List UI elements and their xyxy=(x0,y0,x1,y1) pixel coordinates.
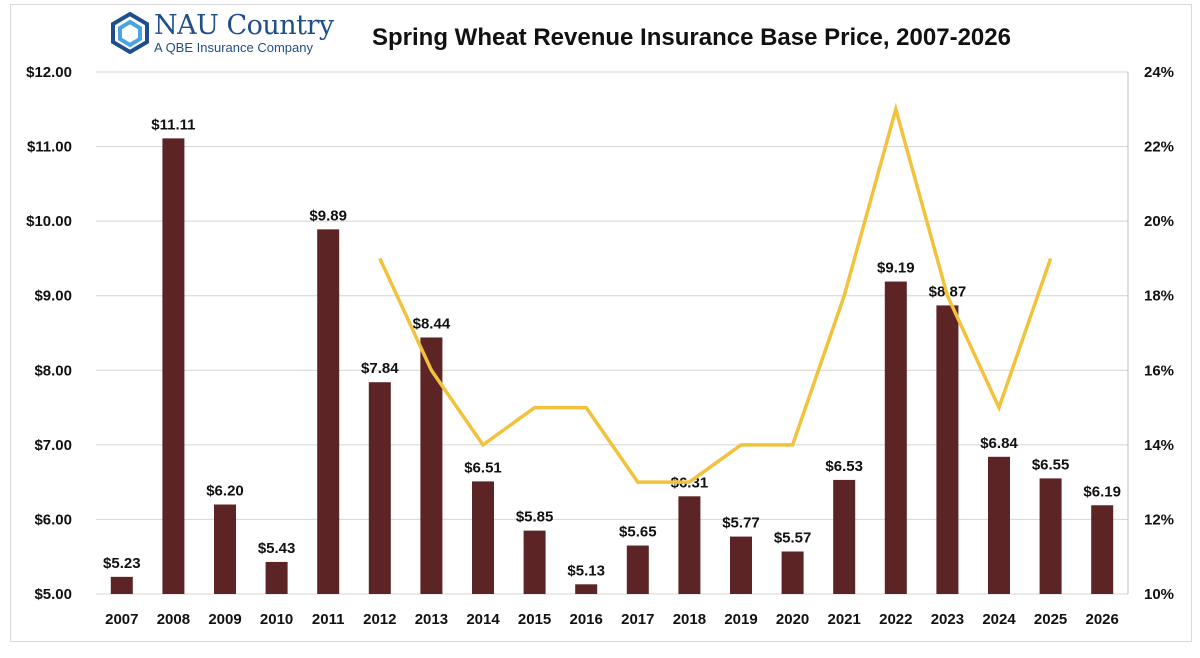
x-tick-label: 2013 xyxy=(415,611,448,628)
x-tick-label: 2019 xyxy=(724,611,757,628)
x-tick-label: 2016 xyxy=(570,611,603,628)
x-tick-label: 2023 xyxy=(931,611,964,628)
y-left-tick-label: $10.00 xyxy=(26,213,72,230)
bar xyxy=(265,561,288,594)
data-label: $6.84 xyxy=(980,435,1018,452)
bar xyxy=(420,337,443,594)
logo-subtitle: A QBE Insurance Company xyxy=(154,40,313,55)
bar xyxy=(575,584,598,594)
bar xyxy=(678,496,701,594)
x-tick-label: 2020 xyxy=(776,611,809,628)
y-right-tick-label: 22% xyxy=(1144,139,1174,156)
logo-name: NAU Country xyxy=(154,10,334,41)
bar xyxy=(110,576,133,594)
y-right-tick-label: 20% xyxy=(1144,213,1174,230)
bar xyxy=(626,545,649,594)
bar xyxy=(833,479,856,594)
volatility-line xyxy=(378,102,1053,484)
y-right-tick-label: 16% xyxy=(1144,362,1174,379)
y-right-tick-label: 14% xyxy=(1144,437,1174,454)
x-tick-label: 2007 xyxy=(105,611,138,628)
y-right-tick-label: 18% xyxy=(1144,288,1174,305)
x-tick-label: 2018 xyxy=(673,611,706,628)
data-label: $9.89 xyxy=(309,207,347,224)
data-label: $5.65 xyxy=(619,524,657,541)
bar xyxy=(214,504,236,594)
data-label: $8.44 xyxy=(413,315,451,332)
data-label: $5.57 xyxy=(774,529,812,546)
x-tick-label: 2008 xyxy=(157,611,190,628)
x-tick-label: 2012 xyxy=(363,611,396,628)
data-label: $5.43 xyxy=(258,540,296,557)
bar xyxy=(472,481,494,594)
logo-knot-icon xyxy=(111,12,149,54)
data-label: $5.77 xyxy=(722,515,760,532)
x-tick-label: 2024 xyxy=(982,611,1016,628)
x-tick-label: 2014 xyxy=(466,611,500,628)
bar xyxy=(368,382,391,594)
bar xyxy=(1091,505,1114,594)
y-left-tick-label: $5.00 xyxy=(34,586,72,603)
x-tick-label: 2010 xyxy=(260,611,293,628)
x-tick-label: 2022 xyxy=(879,611,912,628)
data-label: $6.53 xyxy=(825,458,863,475)
data-label: $11.11 xyxy=(151,116,195,133)
bar xyxy=(162,138,185,594)
chart-title: Spring Wheat Revenue Insurance Base Pric… xyxy=(372,24,1011,51)
y-left-tick-label: $8.00 xyxy=(34,362,72,379)
bar xyxy=(317,229,340,595)
bar xyxy=(988,456,1010,594)
data-label: $6.20 xyxy=(206,483,244,500)
data-label: $7.84 xyxy=(361,360,399,377)
bar xyxy=(523,530,546,594)
bar xyxy=(1039,478,1062,594)
data-label: $9.19 xyxy=(877,260,915,277)
company-logo: NAU Country A QBE Insurance Company xyxy=(110,10,340,58)
y-left-tick-label: $9.00 xyxy=(34,288,72,305)
data-label: $5.13 xyxy=(567,562,605,579)
y-right-tick-label: 12% xyxy=(1144,511,1174,528)
bar xyxy=(936,305,959,594)
data-label: $5.23 xyxy=(103,555,141,572)
x-tick-label: 2009 xyxy=(208,611,241,628)
x-tick-label: 2021 xyxy=(828,611,861,628)
y-left-tick-label: $7.00 xyxy=(34,437,72,454)
x-tick-label: 2025 xyxy=(1034,611,1067,628)
data-label: $6.55 xyxy=(1032,456,1070,473)
y-right-tick-label: 10% xyxy=(1144,586,1174,603)
data-label: $5.85 xyxy=(516,509,554,526)
bar xyxy=(730,536,752,594)
data-label: $6.19 xyxy=(1083,483,1121,500)
x-tick-label: 2017 xyxy=(621,611,654,628)
y-left-tick-label: $11.00 xyxy=(27,139,72,156)
y-left-tick-label: $12.00 xyxy=(26,64,72,81)
bar xyxy=(781,551,804,594)
y-left-tick-label: $6.00 xyxy=(34,511,72,528)
x-tick-label: 2011 xyxy=(312,611,345,628)
data-label: $6.51 xyxy=(464,459,502,476)
x-tick-label: 2026 xyxy=(1086,611,1119,628)
x-tick-label: 2015 xyxy=(518,611,551,628)
y-right-tick-label: 24% xyxy=(1144,64,1174,81)
bar xyxy=(884,281,907,594)
